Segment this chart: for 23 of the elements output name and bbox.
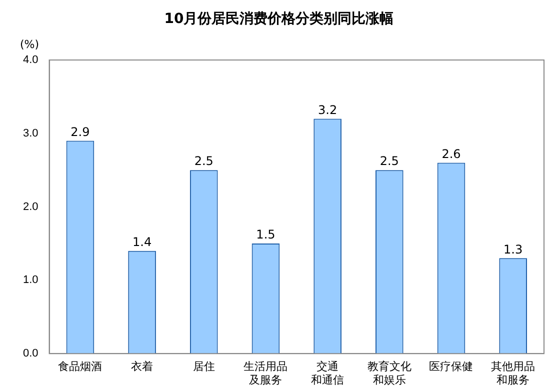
y-tick-label: 3.0 — [22, 127, 38, 140]
x-tick-label: 生活用品及服务 — [244, 360, 288, 386]
data-label: 2.5 — [380, 154, 399, 168]
y-tick-label: 0.0 — [22, 348, 38, 360]
y-axis-title: (%) — [20, 38, 40, 51]
x-tick-label: 食品烟酒 — [58, 360, 102, 374]
y-tick-label: 4.0 — [22, 54, 38, 66]
x-tick-label: 居住 — [192, 361, 215, 374]
x-tick-label: 医疗保健 — [429, 360, 474, 374]
data-label: 3.2 — [318, 102, 338, 117]
data-label: 2.9 — [70, 124, 90, 139]
x-tick-label: 衣着 — [131, 360, 154, 374]
y-tick-label: 2.0 — [22, 200, 38, 213]
data-label: 1.3 — [504, 242, 523, 256]
data-label: 2.5 — [194, 154, 214, 168]
x-tick-label: 其他用品和服务 — [491, 360, 536, 386]
data-label: 1.4 — [132, 234, 152, 249]
x-tick-label: 教育文化和娱乐 — [367, 360, 412, 386]
x-tick-label: 交通和通信 — [311, 360, 344, 386]
y-tick-label: 1.0 — [22, 274, 38, 286]
chart-title: 10月份居民消费价格分类别同比涨幅 — [163, 10, 395, 28]
data-label: 1.5 — [256, 228, 276, 242]
data-label: 2.6 — [442, 146, 461, 161]
